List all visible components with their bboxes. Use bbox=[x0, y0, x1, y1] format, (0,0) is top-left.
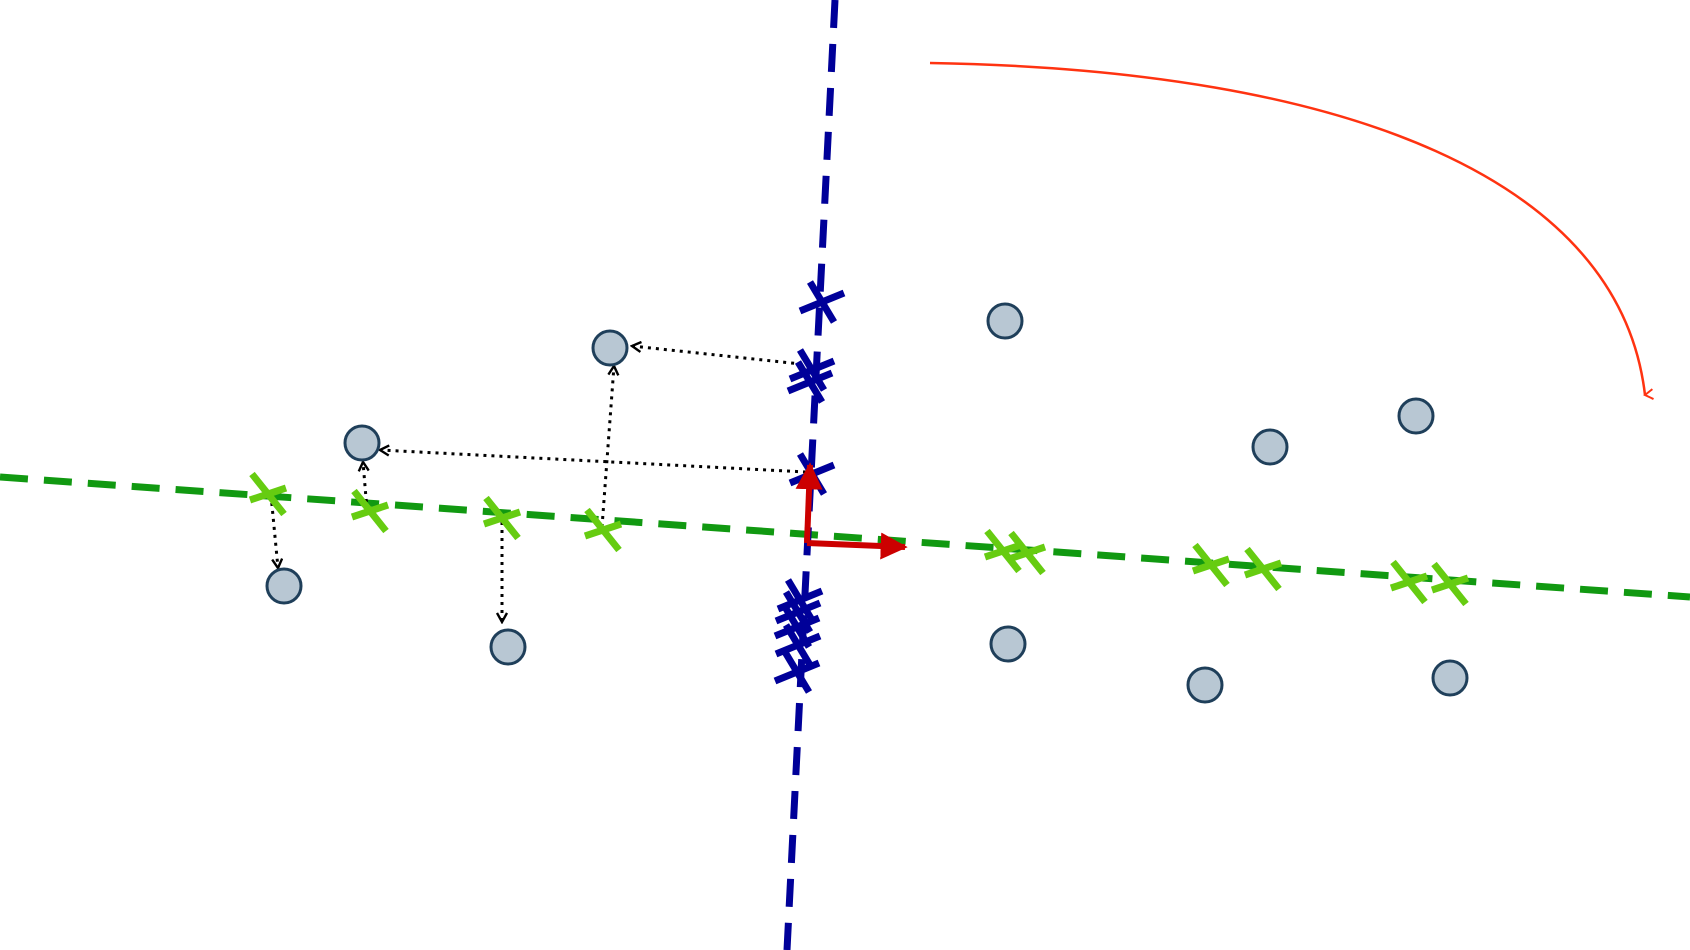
cross-mark bbox=[798, 280, 846, 324]
first-axis-projections bbox=[248, 471, 1470, 607]
cross-mark bbox=[1007, 530, 1047, 576]
data-point bbox=[265, 567, 303, 605]
cross-mark bbox=[774, 623, 822, 667]
cross-mark bbox=[583, 507, 623, 553]
cross-mark bbox=[776, 578, 824, 622]
projection-guides bbox=[269, 346, 811, 622]
cross-mark bbox=[773, 650, 821, 694]
rotation-arrow bbox=[929, 61, 1654, 400]
cross-mark bbox=[350, 488, 390, 534]
basis-vector-first bbox=[806, 532, 908, 560]
first-principal-axis bbox=[0, 473, 1690, 601]
cross-mark bbox=[786, 360, 834, 404]
data-point bbox=[1431, 659, 1469, 697]
data-point bbox=[986, 302, 1024, 340]
data-point bbox=[1186, 666, 1224, 704]
cross-mark bbox=[1389, 559, 1429, 605]
data-point bbox=[489, 628, 527, 666]
cross-mark bbox=[1430, 561, 1470, 607]
cross-mark bbox=[788, 348, 836, 392]
data-point bbox=[1251, 428, 1289, 466]
projection-guide bbox=[632, 346, 811, 367]
data-point bbox=[343, 424, 381, 462]
cross-mark bbox=[482, 495, 522, 541]
basis-vector-second bbox=[795, 462, 823, 544]
projection-guide bbox=[380, 450, 807, 474]
data-points bbox=[265, 302, 1469, 704]
cross-mark bbox=[248, 471, 288, 517]
data-point bbox=[989, 625, 1027, 663]
projection-guide bbox=[600, 366, 614, 528]
cross-mark bbox=[1243, 546, 1283, 592]
second-principal-axis bbox=[783, 0, 839, 950]
data-point bbox=[591, 329, 629, 367]
basis-vectors bbox=[795, 462, 908, 560]
data-point bbox=[1397, 397, 1435, 435]
cross-mark bbox=[1191, 542, 1231, 588]
cross-mark bbox=[983, 528, 1023, 574]
